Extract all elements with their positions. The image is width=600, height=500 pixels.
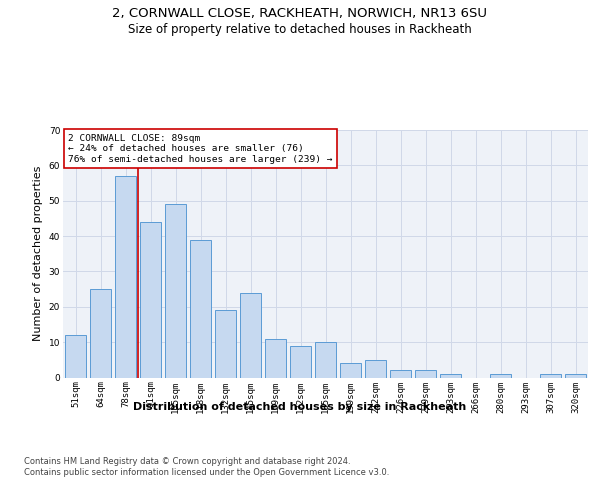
Bar [365, 360, 386, 378]
Text: 2 CORNWALL CLOSE: 89sqm
← 24% of detached houses are smaller (76)
76% of semi-de: 2 CORNWALL CLOSE: 89sqm ← 24% of detache… [68, 134, 333, 164]
Bar [340, 364, 361, 378]
Bar [390, 370, 411, 378]
Bar [415, 370, 436, 378]
Bar [190, 240, 211, 378]
Bar [540, 374, 561, 378]
Bar [290, 346, 311, 378]
Bar [240, 292, 261, 378]
Text: 2, CORNWALL CLOSE, RACKHEATH, NORWICH, NR13 6SU: 2, CORNWALL CLOSE, RACKHEATH, NORWICH, N… [113, 8, 487, 20]
Bar [265, 338, 286, 378]
Bar [65, 335, 86, 378]
Bar [490, 374, 511, 378]
Text: Contains HM Land Registry data © Crown copyright and database right 2024.
Contai: Contains HM Land Registry data © Crown c… [24, 458, 389, 477]
Bar [90, 289, 111, 378]
Bar [215, 310, 236, 378]
Y-axis label: Number of detached properties: Number of detached properties [33, 166, 43, 342]
Bar [115, 176, 136, 378]
Bar [440, 374, 461, 378]
Bar [315, 342, 336, 378]
Bar [165, 204, 186, 378]
Bar [140, 222, 161, 378]
Text: Distribution of detached houses by size in Rackheath: Distribution of detached houses by size … [133, 402, 467, 412]
Bar [565, 374, 586, 378]
Text: Size of property relative to detached houses in Rackheath: Size of property relative to detached ho… [128, 22, 472, 36]
